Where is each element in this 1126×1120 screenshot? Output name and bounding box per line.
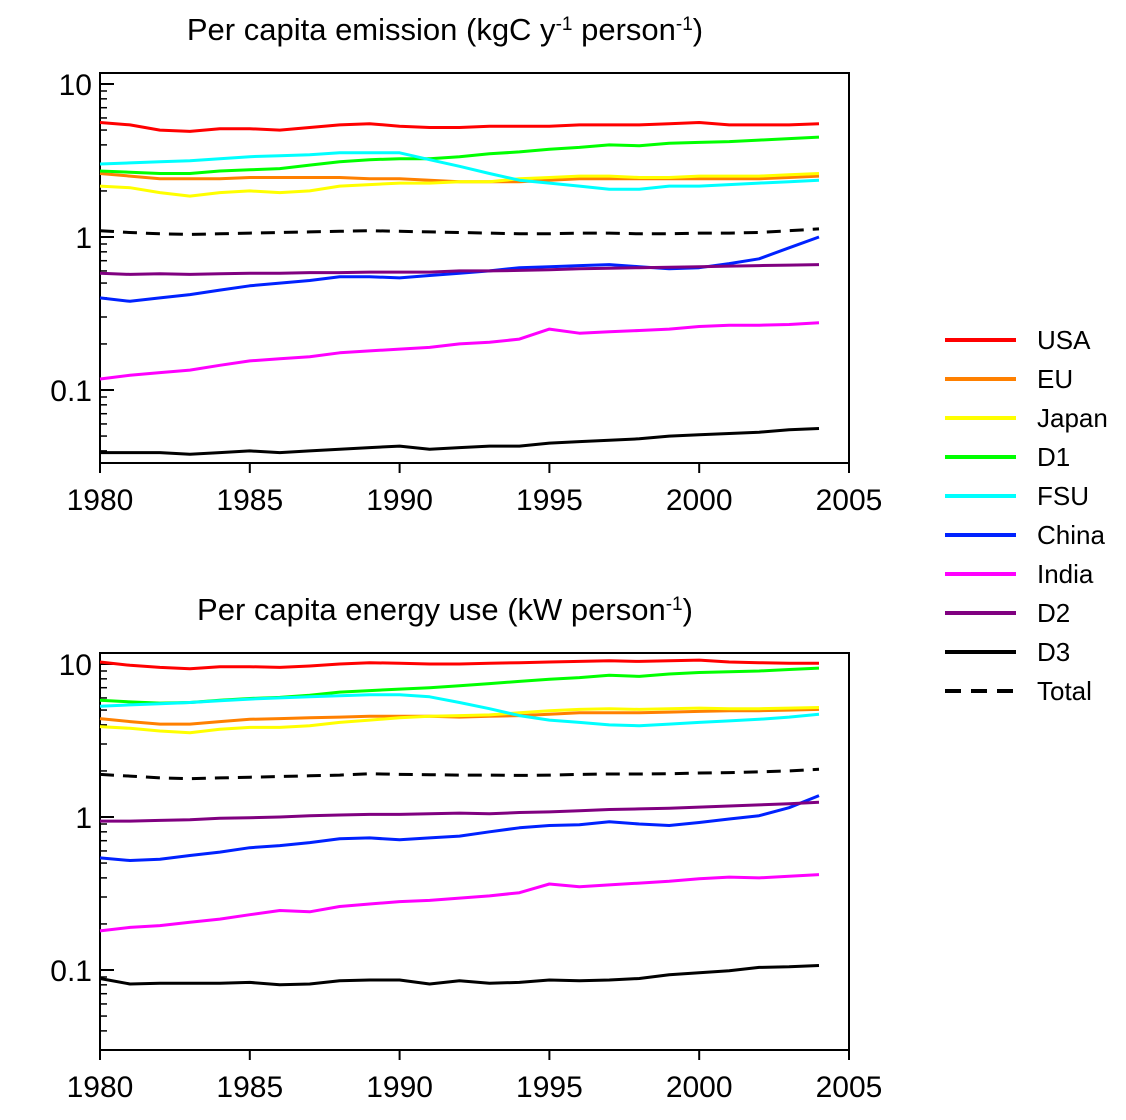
y-tick-label: 10 [59,69,92,102]
x-tick-label: 1980 [67,1071,134,1104]
series-line-d2 [99,263,820,276]
legend-label-japan: Japan [1037,403,1108,433]
y-tick-label: 0.1 [50,955,92,988]
y-tick-label: 0.1 [50,375,92,408]
y-tick-label: 1 [75,222,92,255]
x-tick-label: 2005 [816,1071,883,1104]
x-tick-label: 2005 [816,484,883,517]
x-tick-label: 1995 [516,484,583,517]
legend-label-china: China [1037,520,1105,550]
x-tick-label: 1995 [516,1071,583,1104]
legend-label-fsu: FSU [1037,481,1089,511]
y-axis: 10 1 0.1 [50,69,114,452]
x-tick-label: 1985 [216,1071,283,1104]
series-line-total [99,227,820,236]
series-line-d3 [99,964,820,987]
legend: USA EU Japan D1 FSU China India D2 D3 Total [945,325,1108,706]
x-tick-label: 1990 [366,1071,433,1104]
series-line-china [99,235,820,303]
series-line-japan [99,172,820,198]
series-lines [99,658,820,987]
series-line-d1 [99,666,820,705]
legend-label-total: Total [1037,676,1092,706]
legend-label-eu: EU [1037,364,1073,394]
series-line-japan [99,706,820,735]
legend-label-usa: USA [1037,325,1091,355]
series-lines [99,121,820,456]
legend-label-india: India [1037,559,1094,589]
y-axis: 10 1 0.1 [50,649,114,1032]
series-line-fsu [99,693,820,728]
x-tick-label: 2000 [666,1071,733,1104]
x-tick-label: 2000 [666,484,733,517]
x-axis: 1980 1985 1990 1995 2000 2005 [67,1050,883,1104]
series-line-d1 [99,135,820,175]
legend-label-d1: D1 [1037,442,1070,472]
series-line-fsu [99,151,820,191]
chart-title: Per capita emission (kgC y-1 person-1) [187,12,703,47]
x-tick-label: 1990 [366,484,433,517]
legend-label-d2: D2 [1037,598,1070,628]
x-axis: 1980 1985 1990 1995 2000 2005 [67,463,883,517]
series-line-total [99,767,820,781]
series-line-india [99,321,820,381]
series-line-usa [99,658,819,671]
chart-title: Per capita energy use (kW person-1) [197,592,693,627]
series-line-d3 [100,427,820,456]
plot-frame [99,72,850,464]
energy-chart: Per capita energy use (kW person-1) 1010… [50,592,882,1104]
y-tick-label: 1 [75,802,92,835]
series-line-india [99,873,820,933]
emission-chart: Per capita emission (kgC y-1 person-1) 1… [50,12,882,517]
y-tick-label: 10 [59,649,92,682]
x-tick-label: 1980 [67,484,134,517]
series-line-d2 [100,800,820,823]
series-line-china [99,794,820,862]
legend-label-d3: D3 [1037,637,1070,667]
series-line-usa [99,121,820,133]
x-tick-label: 1985 [216,484,283,517]
